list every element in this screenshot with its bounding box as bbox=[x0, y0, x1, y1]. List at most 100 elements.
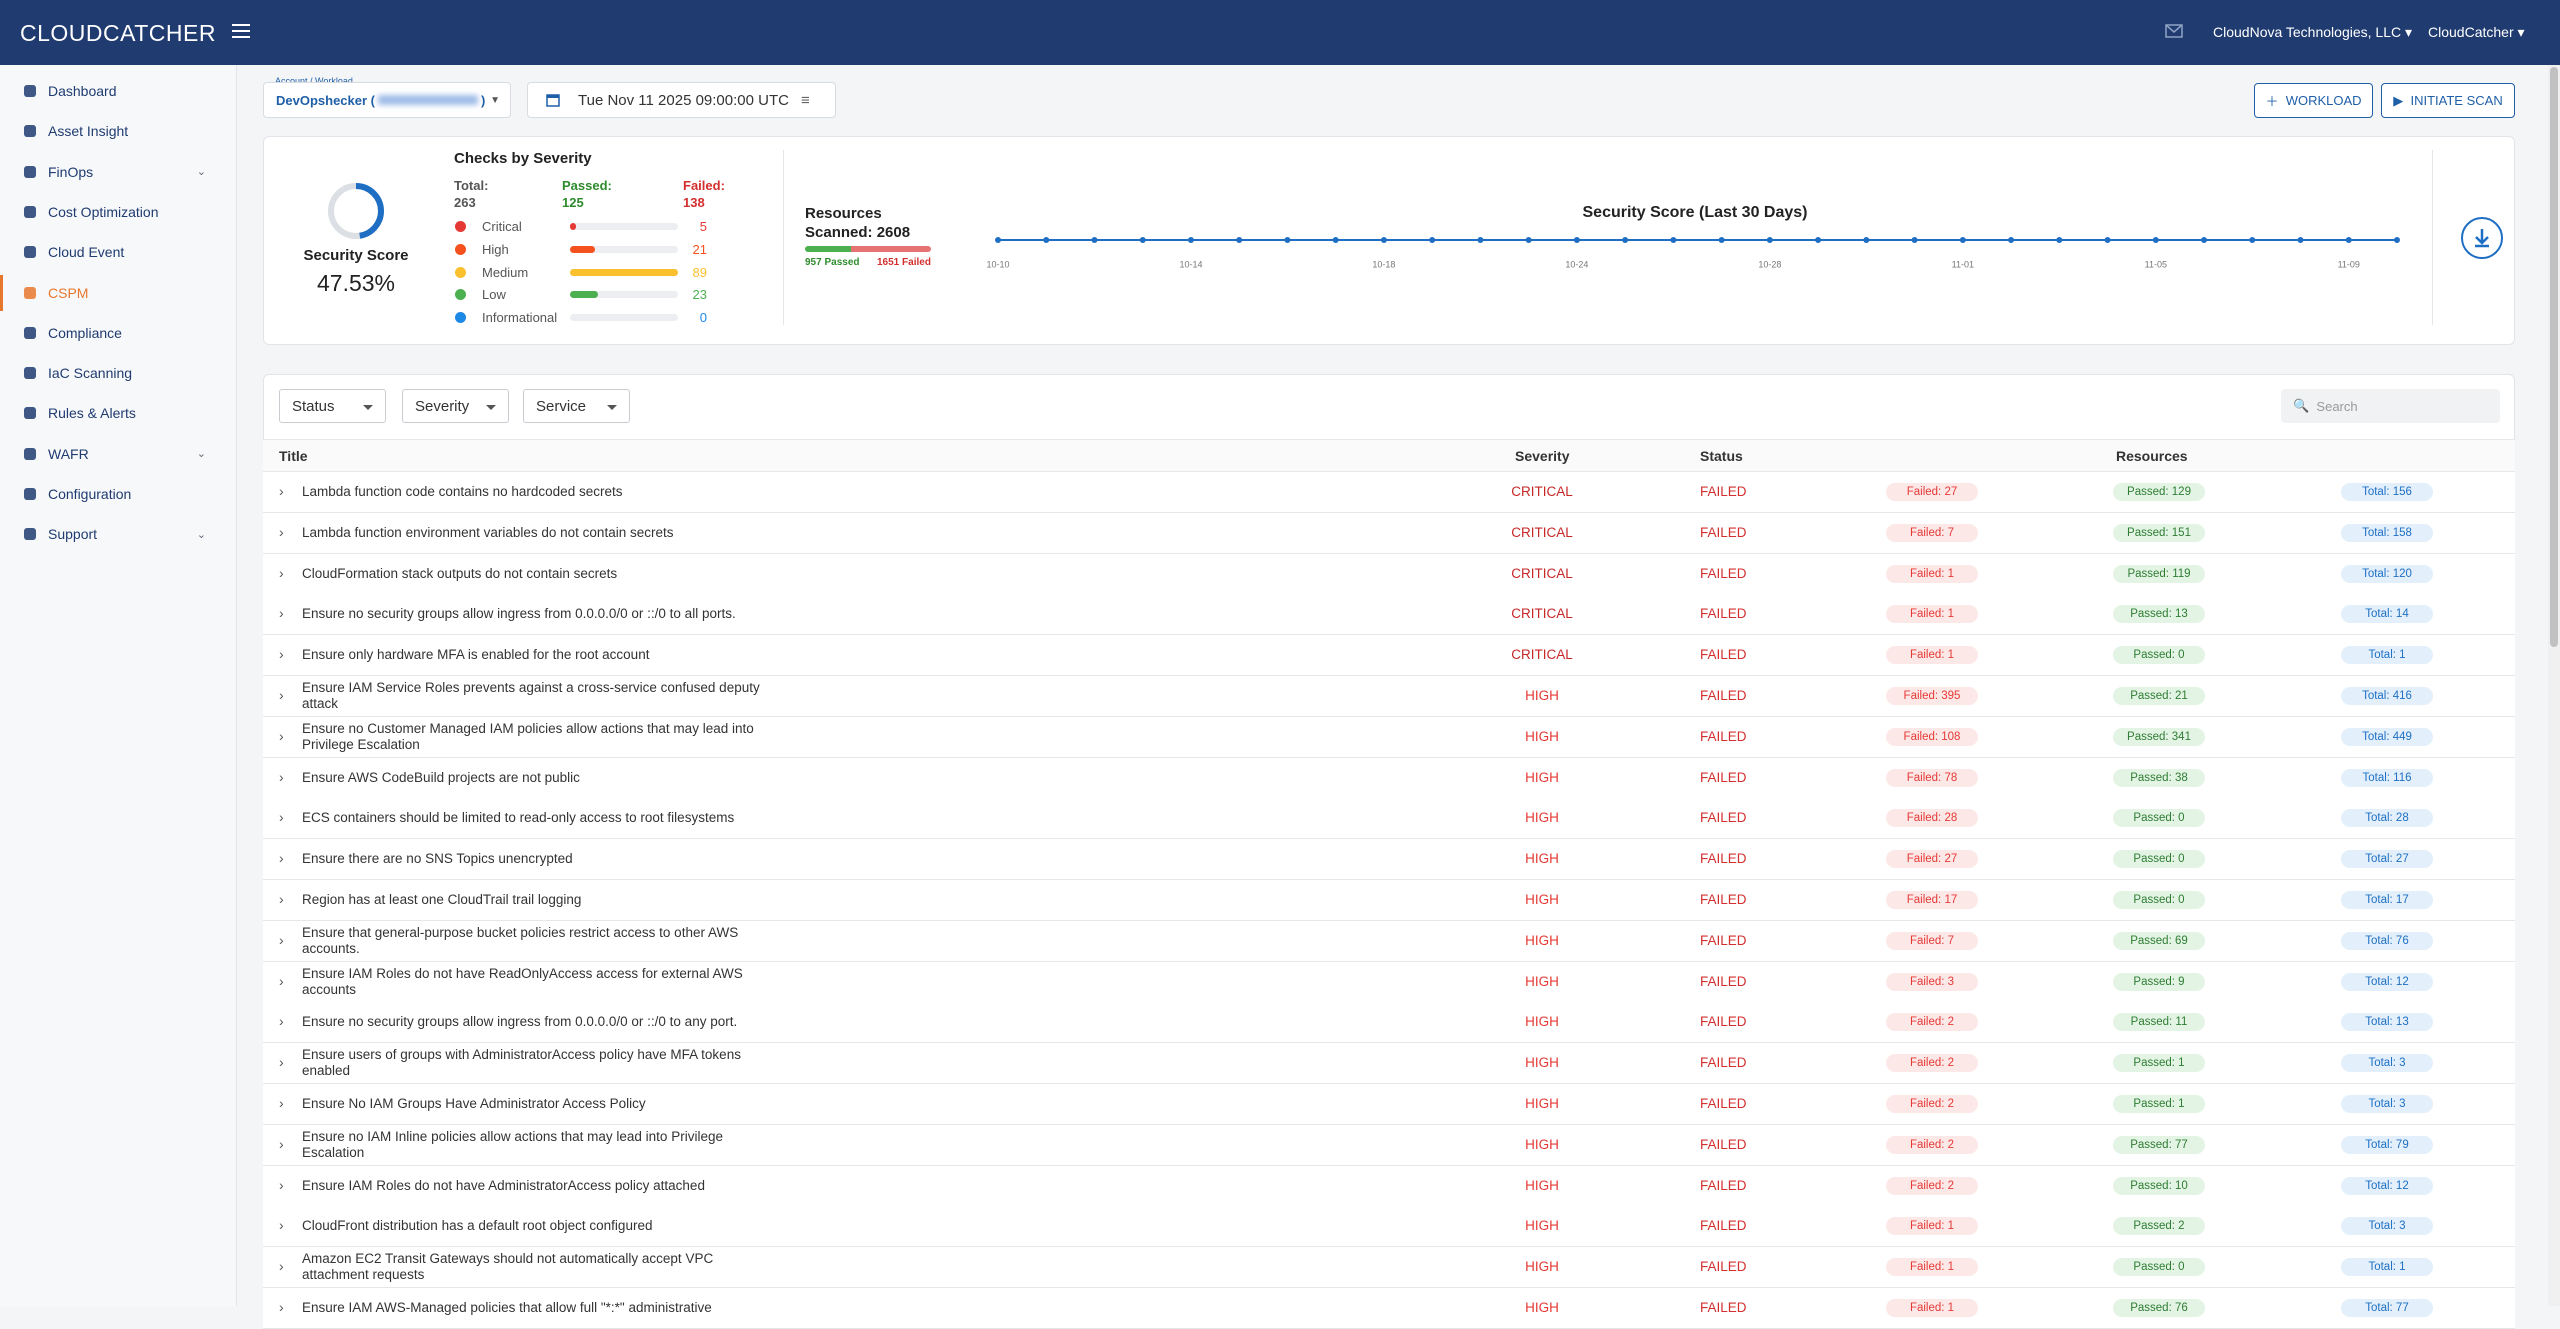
expand-chevron[interactable]: › bbox=[279, 1135, 284, 1152]
failed-badge: Failed: 27 bbox=[1886, 483, 1978, 501]
expand-chevron[interactable]: › bbox=[279, 523, 284, 540]
expand-chevron[interactable]: › bbox=[279, 1299, 284, 1315]
nav-item[interactable]: Cloud Event bbox=[0, 234, 236, 270]
score-point bbox=[1477, 237, 1484, 244]
passed-badge: Passed: 13 bbox=[2113, 605, 2205, 624]
table-row[interactable]: › CloudFront distribution has a default r… bbox=[263, 1206, 2515, 1248]
nav-item[interactable]: FinOps ⌄ bbox=[0, 154, 236, 190]
scan-button[interactable]: ▶ INITIATE SCAN bbox=[2381, 83, 2515, 118]
check-title: Ensure IAM Roles do not have ReadOnlyAcc… bbox=[302, 965, 743, 997]
passed-badge: Passed: 341 bbox=[2113, 727, 2205, 746]
expand-chevron[interactable]: › bbox=[279, 891, 284, 907]
table-row[interactable]: › Amazon EC2 Transit Gateways should not … bbox=[263, 1247, 2515, 1289]
table-row[interactable]: › Ensure there are no SNS Topics unencryp… bbox=[263, 839, 2515, 881]
failed-badge: Failed: 1 bbox=[1886, 1258, 1978, 1277]
table-row[interactable]: › Ensure that general-purpose bucket poli… bbox=[263, 920, 2515, 962]
table-row[interactable]: › ECS containers should be limited to rea… bbox=[263, 798, 2515, 840]
expand-chevron[interactable]: › bbox=[279, 483, 284, 499]
scroll-thumb[interactable] bbox=[2550, 67, 2558, 647]
column-header[interactable]: Status bbox=[1700, 448, 1743, 464]
nav-item[interactable]: Cost Optimization bbox=[0, 194, 236, 230]
expand-chevron[interactable]: › bbox=[279, 1217, 284, 1234]
table-row[interactable]: › Ensure only hardware MFA is enabled for… bbox=[263, 635, 2515, 677]
passed-badge: Passed: 0 bbox=[2113, 646, 2205, 665]
table-row[interactable]: › Ensure users of groups with Administrat… bbox=[263, 1043, 2515, 1085]
check-title: Region has at least one CloudTrail trail… bbox=[302, 892, 582, 907]
expand-chevron[interactable]: › bbox=[279, 687, 284, 703]
user-menu[interactable]: CloudCatcher ▾ bbox=[2428, 24, 2525, 40]
expand-chevron[interactable]: › bbox=[279, 1176, 284, 1193]
date-picker[interactable]: Tue Nov 11 2025 09:00:00 UTC ≡ bbox=[527, 82, 836, 118]
table-row[interactable]: › CloudFormation stack outputs do not con… bbox=[263, 553, 2515, 595]
download-button[interactable] bbox=[2460, 216, 2504, 260]
nav-item[interactable]: Configuration bbox=[0, 476, 236, 512]
account-label: Account / Workload bbox=[275, 76, 353, 86]
workload-button[interactable]: ＋ WORKLOAD bbox=[2254, 83, 2373, 118]
nav-item[interactable]: Support ⌄ bbox=[0, 516, 236, 552]
score-point bbox=[2345, 237, 2352, 244]
table-row[interactable]: › Ensure IAM Roles do not have ReadOnlyAc… bbox=[263, 961, 2515, 1003]
nav-chevron: ⌄ bbox=[196, 166, 206, 179]
nav-item[interactable]: Dashboard bbox=[0, 73, 236, 109]
mail-icon[interactable] bbox=[2165, 24, 2183, 38]
check-title: Ensure AWS CodeBuild projects are not pu… bbox=[302, 769, 580, 785]
expand-chevron[interactable]: › bbox=[279, 809, 284, 826]
table-row[interactable]: › Ensure IAM Roles do not have Administra… bbox=[263, 1165, 2515, 1207]
expand-chevron[interactable]: › bbox=[279, 605, 284, 622]
expand-chevron[interactable]: › bbox=[279, 1054, 284, 1071]
table-row[interactable]: › Ensure no security groups allow ingress… bbox=[263, 594, 2515, 636]
passed-badge: Passed: 69 bbox=[2113, 931, 2205, 950]
failed-badge: Failed: 3 bbox=[1886, 972, 1978, 991]
table-row[interactable]: › Ensure No IAM Groups Have Administrator… bbox=[263, 1084, 2515, 1125]
expand-chevron[interactable]: › bbox=[279, 564, 284, 581]
user-name: CloudCatcher bbox=[2428, 24, 2514, 40]
logo[interactable]: CLOUDCATCHER bbox=[20, 20, 216, 46]
nav-icon bbox=[24, 447, 36, 460]
nav-item[interactable]: Rules & Alerts bbox=[0, 395, 236, 431]
nav-item[interactable]: WAFR ⌄ bbox=[0, 436, 236, 472]
search-box[interactable]: 🔍 Search bbox=[2281, 389, 2500, 423]
org-menu[interactable]: CloudNova Technologies, LLC ▾ bbox=[2213, 24, 2413, 40]
expand-chevron[interactable]: › bbox=[279, 931, 284, 948]
column-header[interactable]: Title bbox=[279, 448, 308, 464]
severity-name: Informational bbox=[482, 310, 558, 326]
expand-chevron[interactable]: › bbox=[279, 1013, 284, 1030]
org-name: CloudNova Technologies, LLC bbox=[2213, 24, 2402, 40]
expand-chevron[interactable]: › bbox=[279, 850, 284, 867]
status-cell: FAILED bbox=[1700, 524, 1747, 540]
expand-chevron[interactable]: › bbox=[279, 768, 284, 785]
table-row[interactable]: › Region has at least one CloudTrail trai… bbox=[263, 880, 2515, 921]
menu-button[interactable] bbox=[232, 22, 250, 40]
expand-chevron[interactable]: › bbox=[279, 1258, 284, 1275]
expand-chevron[interactable]: › bbox=[279, 1095, 284, 1111]
account-select[interactable]: DevOpshecker ( ) ▼ bbox=[263, 82, 511, 118]
status-cell: FAILED bbox=[1700, 1014, 1747, 1030]
status-cell: FAILED bbox=[1700, 892, 1747, 907]
expand-chevron[interactable]: › bbox=[279, 972, 284, 989]
check-title: Ensure no Customer Managed IAM policies … bbox=[302, 720, 754, 752]
table-row[interactable]: › Lambda function environment variables d… bbox=[263, 512, 2515, 554]
table-row[interactable]: › Ensure IAM Service Roles prevents again… bbox=[263, 676, 2515, 717]
passed-badge: Passed: 1 bbox=[2113, 1095, 2205, 1113]
column-header[interactable]: Severity bbox=[1515, 448, 1570, 464]
failed-value: 138 bbox=[683, 195, 705, 210]
table-row[interactable]: › Ensure AWS CodeBuild projects are not p… bbox=[263, 757, 2515, 799]
nav-item[interactable]: Asset Insight bbox=[0, 113, 236, 149]
table-row[interactable]: › Ensure no Customer Managed IAM policies… bbox=[263, 716, 2515, 758]
table-row[interactable]: › Ensure no IAM Inline policies allow act… bbox=[263, 1124, 2515, 1166]
column-header[interactable]: Resources bbox=[2116, 448, 2188, 464]
nav-item[interactable]: IaC Scanning bbox=[0, 355, 236, 391]
table-row[interactable]: › Ensure no security groups allow ingress… bbox=[263, 1002, 2515, 1044]
table-row[interactable]: › Ensure IAM AWS-Managed policies that al… bbox=[263, 1288, 2515, 1329]
filter-dropdown[interactable]: Severity bbox=[402, 389, 509, 423]
expand-chevron[interactable]: › bbox=[279, 727, 284, 744]
filter-dropdown[interactable]: Service bbox=[523, 389, 630, 423]
nav-item[interactable]: CSPM bbox=[0, 274, 236, 311]
table-row[interactable]: › Lambda function code contains no hardco… bbox=[263, 472, 2515, 513]
scrollbar[interactable] bbox=[2548, 65, 2560, 1306]
expand-chevron[interactable]: › bbox=[279, 646, 284, 663]
total-badge: Total: 28 bbox=[2341, 809, 2433, 828]
filter-dropdown[interactable]: Status bbox=[279, 389, 386, 423]
nav-item[interactable]: Compliance bbox=[0, 315, 236, 351]
x-tick-label: 11-09 bbox=[2338, 259, 2360, 269]
